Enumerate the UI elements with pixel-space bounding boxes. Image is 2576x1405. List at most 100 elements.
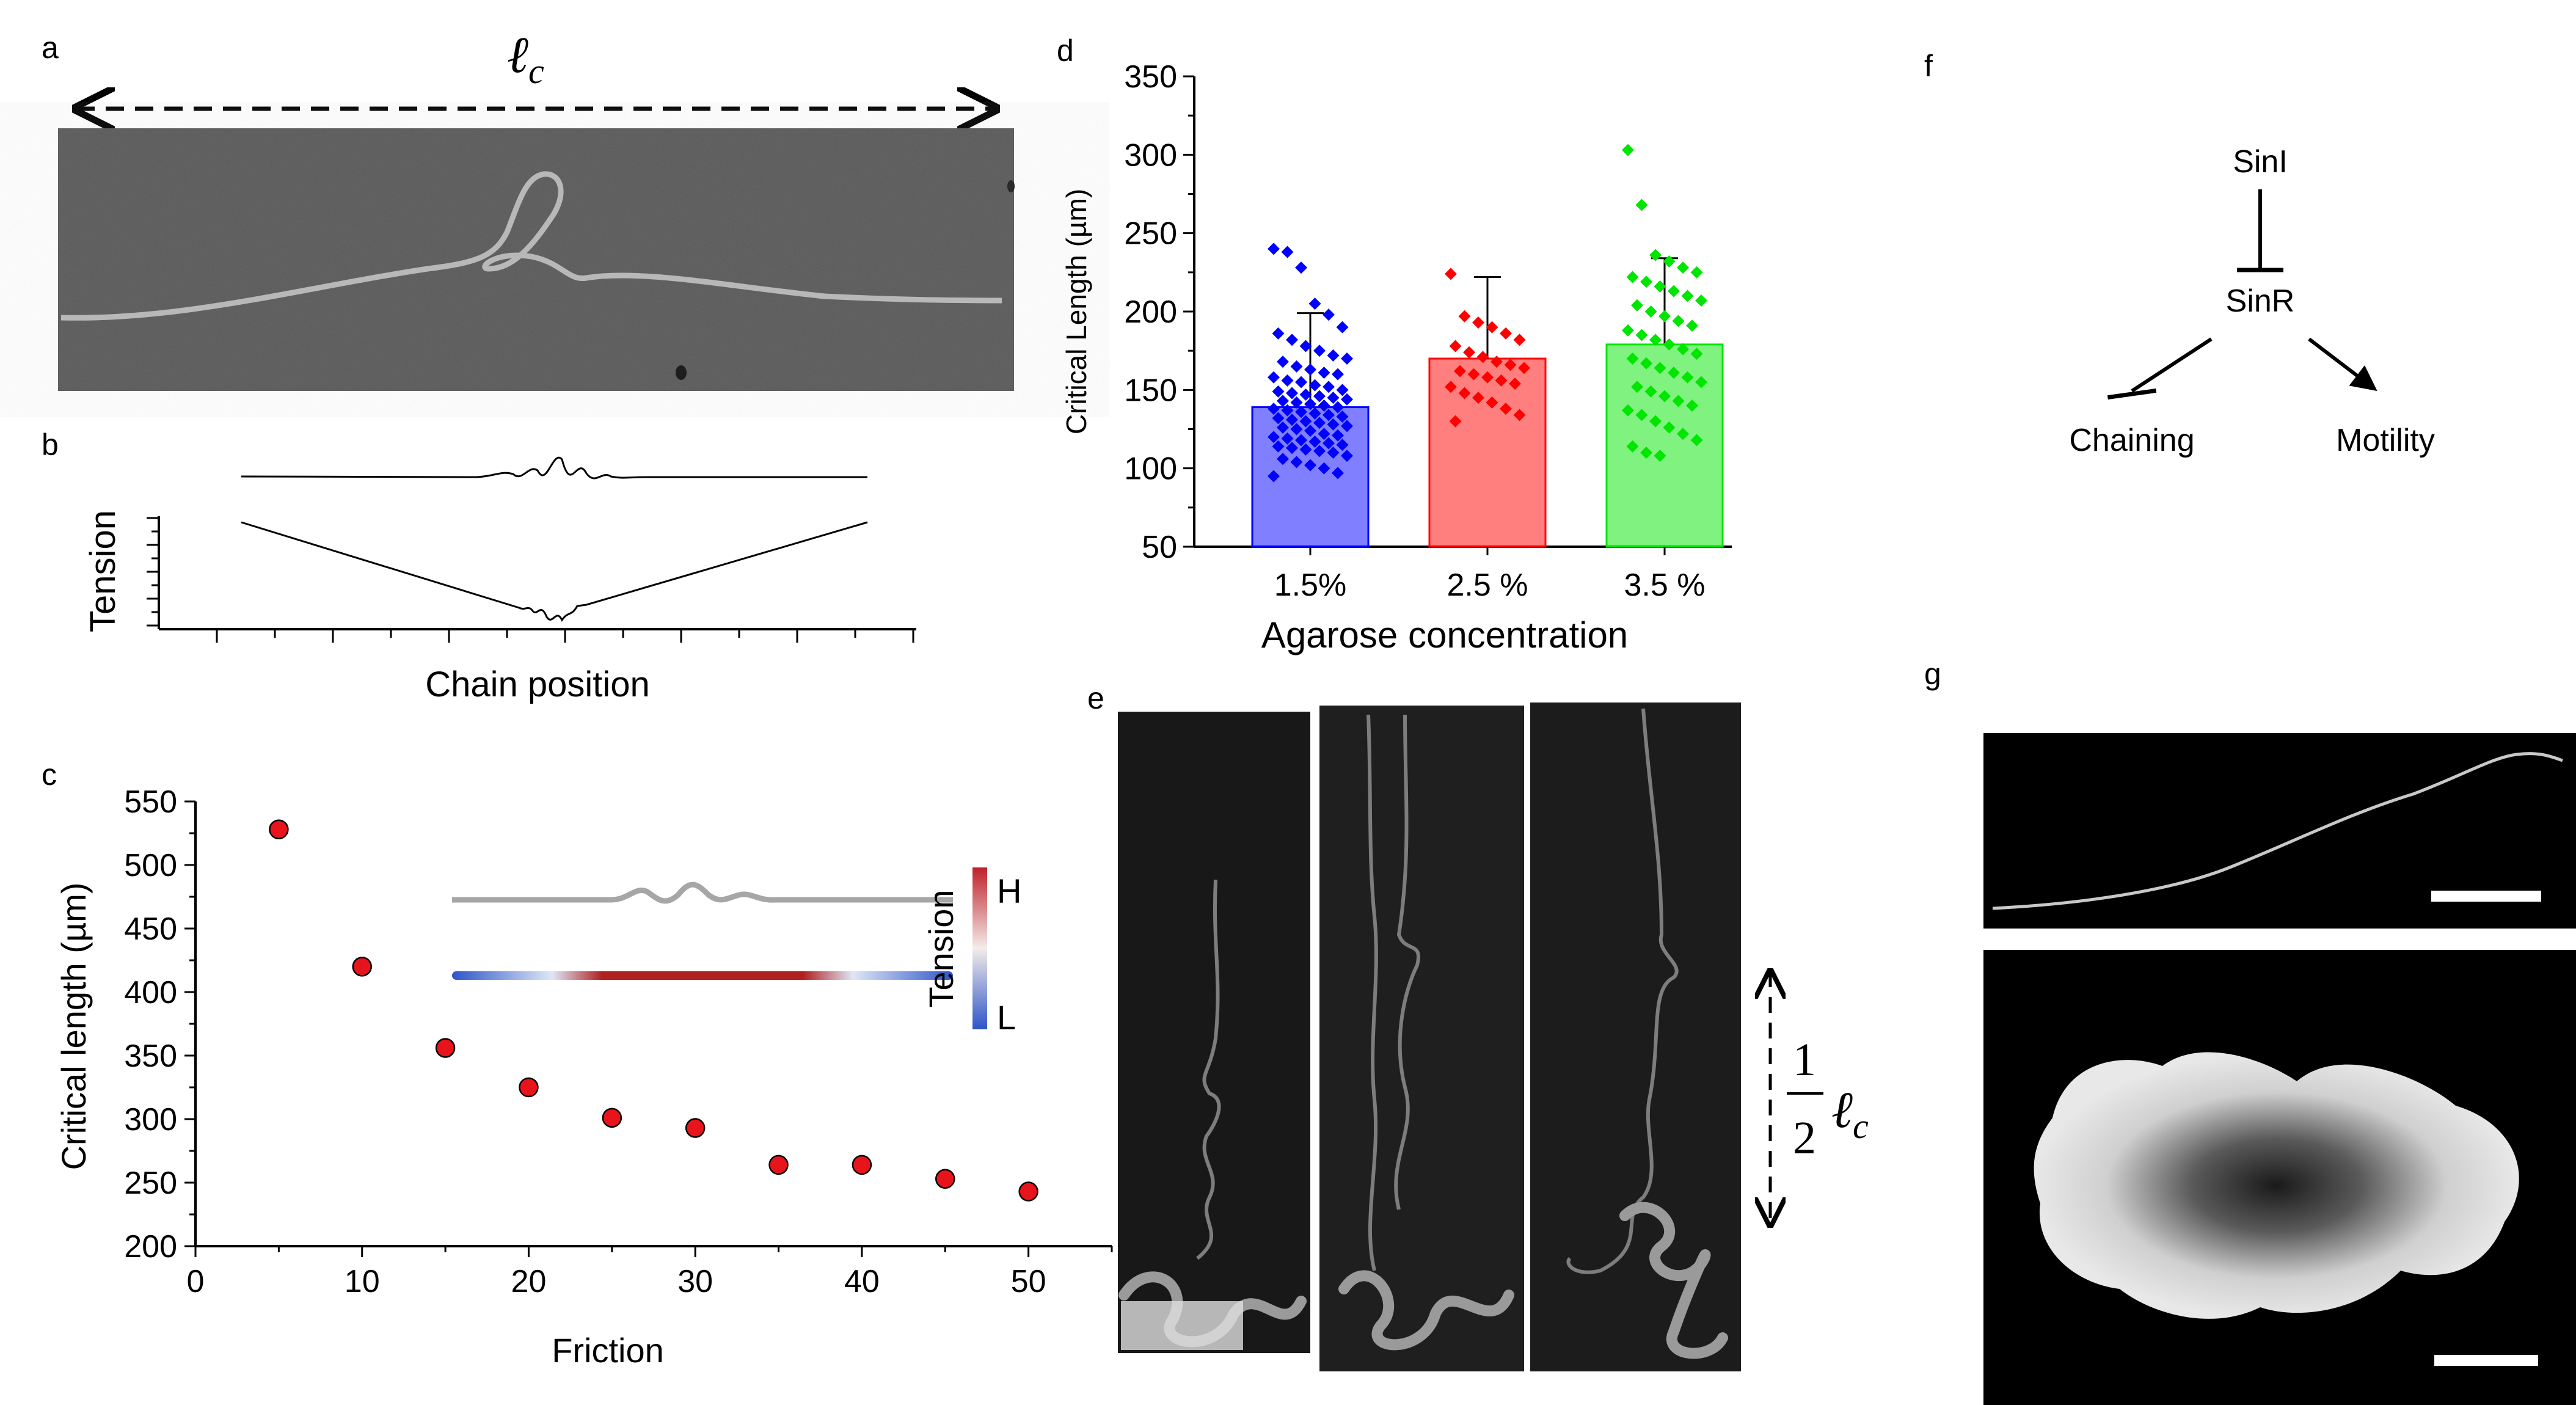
b-y-ticks	[147, 517, 159, 627]
d-y-tick-label: 200	[1124, 294, 1177, 330]
d-data-point	[1304, 425, 1316, 437]
d-data-point	[1272, 412, 1285, 425]
c-x-tick-label: 10	[345, 1264, 380, 1299]
d-data-point	[1635, 199, 1648, 211]
d-data-point	[1277, 395, 1289, 407]
fraction-numerator: 1	[1793, 1034, 1816, 1086]
panel-label-a: a	[42, 31, 59, 65]
c-y-tick-label: 300	[124, 1102, 177, 1137]
d-x-tick-labels: 1.5% 2.5 % 3.5 %	[1274, 547, 1706, 603]
d-data-point	[1649, 334, 1662, 346]
d-data-point	[1299, 443, 1312, 456]
d-data-point	[1491, 356, 1503, 368]
d-data-point	[1454, 365, 1466, 378]
node-motility: Motility	[2336, 423, 2435, 458]
c-x-label: Friction	[552, 1331, 664, 1370]
d-data-point	[1513, 409, 1526, 422]
d-data-point	[1663, 421, 1676, 434]
d-y-tick-label: 100	[1124, 451, 1177, 487]
d-data-point	[1654, 362, 1666, 374]
critical-length-symbol: ℓc	[507, 27, 544, 91]
panel-b: b Tension Chain position	[42, 428, 916, 704]
d-y-tick-label: 300	[1124, 137, 1177, 173]
panel-label-f: f	[1924, 49, 1933, 83]
d-data-point	[1635, 409, 1648, 422]
d-data-point	[1332, 401, 1344, 414]
d-data-point	[1458, 387, 1471, 400]
d-data-point	[1318, 428, 1330, 440]
d-data-point	[1268, 470, 1280, 483]
d-data-point	[1681, 371, 1694, 384]
c-y-tick-label: 350	[124, 1038, 177, 1074]
d-data-point	[1336, 321, 1349, 334]
c-y-label: Critical length (µm)	[54, 882, 93, 1170]
c-data-point	[685, 1118, 706, 1138]
d-data-point	[1622, 144, 1634, 156]
d-data-point	[1472, 316, 1484, 329]
panel-label-c: c	[42, 757, 57, 792]
d-data-point	[1500, 403, 1512, 415]
panel-c: c 200 250 300 350 400 450 500 550 0 10 20 30 40 50 C…	[42, 757, 1113, 1370]
d-data-point	[1644, 385, 1657, 398]
inset-tension-bar	[452, 971, 953, 980]
d-data-point	[1518, 362, 1530, 374]
d-data-point	[1290, 456, 1303, 469]
panel-label-b: b	[42, 428, 59, 462]
d-data-point	[1695, 376, 1707, 389]
c-y-ticks: 200 250 300 350 400 450 500 550	[124, 784, 195, 1264]
d-scatter-points	[1268, 144, 1707, 483]
d-data-point	[1672, 395, 1685, 407]
d-x-tick-label: 3.5 %	[1624, 567, 1706, 603]
d-data-point	[1295, 434, 1307, 447]
d-data-point	[1631, 381, 1643, 393]
d-data-point	[1308, 407, 1321, 420]
d-data-point	[1327, 392, 1340, 404]
panel-a: a ℓc	[42, 27, 1015, 391]
b-y-label: Tension	[83, 510, 123, 632]
d-data-point	[1327, 349, 1340, 362]
d-data-point	[1649, 415, 1662, 428]
c-data-point	[852, 1155, 872, 1175]
d-data-point	[1304, 459, 1316, 472]
d-data-point	[1327, 418, 1340, 431]
c-y-tick-label: 200	[124, 1229, 177, 1264]
microscopy-image-e2	[1319, 706, 1524, 1371]
d-data-point	[1323, 308, 1335, 321]
d-y-tick-label: 50	[1142, 530, 1177, 565]
d-data-point	[1286, 414, 1298, 426]
d-data-point	[1336, 439, 1349, 451]
d-data-point	[1281, 404, 1294, 417]
d-data-point	[1318, 462, 1330, 475]
d-data-point	[1654, 450, 1666, 462]
node-sinI: SinI	[2233, 144, 2288, 180]
tension-curve	[241, 521, 868, 622]
d-data-point	[1318, 400, 1330, 412]
c-y-tick-label: 450	[124, 911, 177, 947]
scale-bar-g2	[2434, 1355, 2538, 1366]
d-data-point	[1690, 266, 1703, 279]
colorbar	[972, 867, 987, 1029]
d-data-point	[1341, 352, 1353, 365]
d-data-point	[1295, 406, 1307, 418]
d-data-point	[1504, 359, 1517, 371]
d-data-point	[1304, 398, 1316, 411]
d-data-point	[1336, 410, 1349, 423]
d-data-point	[1304, 363, 1316, 376]
d-data-point	[1681, 290, 1694, 302]
d-data-point	[1640, 276, 1652, 288]
d-data-point	[1318, 367, 1330, 379]
d-data-point	[1277, 453, 1289, 465]
d-data-point	[1290, 423, 1303, 436]
d-data-point	[1323, 409, 1335, 422]
d-data-point	[1663, 338, 1676, 351]
d-data-point	[1500, 327, 1512, 340]
d-data-point	[1654, 280, 1666, 293]
chain-shape-curve	[241, 456, 867, 480]
c-x-tick-label: 20	[511, 1264, 547, 1299]
d-y-tick-label: 350	[1124, 59, 1177, 95]
d-data-point	[1268, 431, 1280, 443]
d-data-point	[1323, 381, 1335, 393]
d-data-point	[1663, 255, 1676, 268]
activation-arrow-motility	[2308, 337, 2377, 392]
d-data-point	[1640, 447, 1652, 459]
